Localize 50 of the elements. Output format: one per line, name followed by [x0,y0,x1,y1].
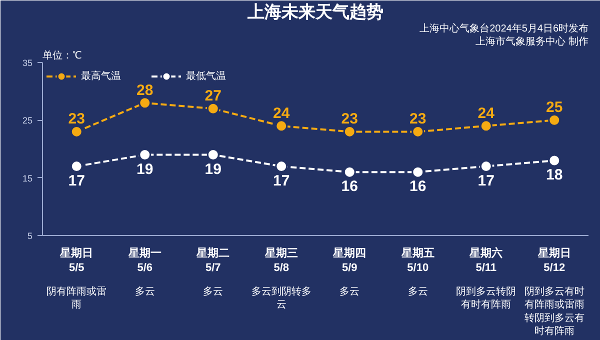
text: 阴有阵雨或雷雨 [46,286,107,311]
y-tick-label: 35 [22,58,33,68]
x-tick-label: 星期四 5/9 [332,246,366,274]
data-label: 23 [68,110,85,128]
data-label: 23 [341,110,358,128]
text: 多云到阴转多云 [251,286,312,311]
point [275,120,288,132]
data-label: 19 [136,160,154,178]
point [548,114,561,126]
legend-label: 最低气温 [186,70,226,83]
data-label: 16 [341,178,358,196]
point [548,154,561,167]
chart-title: 上海未来天气趋势 [246,2,384,22]
text: 阴到多云有时有阵雨或雷雨转阴到多云有时有阵雨 [524,286,584,338]
data-label: 18 [546,166,563,184]
x-tick-label: 星期二 5/7 [196,246,230,274]
data-label: 24 [478,104,496,122]
data-label: 27 [204,88,222,105]
x-tick-label: 星期六 5/11 [468,246,503,274]
data-label: 17 [478,172,494,190]
x-tick-label: 星期日 5/5 [59,246,94,274]
data-label: 23 [410,110,426,128]
text: 多云 [340,286,360,298]
point [206,102,220,115]
legend-label: 最高气温 [81,70,121,83]
y-tick-label: 5 [27,231,33,241]
y-tick-label: 25 [22,116,33,126]
text: 上海市气象服务中心 制作 [476,36,589,48]
data-label: 16 [410,178,426,196]
y-tick-label: 15 [22,173,33,184]
x-tick-label: 星期三 5/8 [264,246,298,274]
x-tick-label: 星期一 5/6 [127,246,162,274]
point [343,166,356,178]
text: 上海中心气象台2024年5月4日6时发布 [420,22,589,34]
point [412,166,424,178]
data-label: 28 [136,82,154,99]
data-label: 19 [204,160,222,178]
text: 多云 [203,286,224,298]
point [480,120,492,132]
x-tick-label: 星期日 5/12 [536,246,571,274]
point [138,96,152,110]
y-axis-title: 单位：℃ [42,50,82,62]
text: 阴到多云转阴有时有阵雨 [456,286,516,311]
text: 多云 [408,286,428,298]
data-label: 25 [546,99,563,116]
data-label: 17 [273,172,290,190]
text: 多云 [134,286,155,298]
data-label: 24 [273,104,290,122]
data-label: 17 [68,172,85,190]
x-tick-label: 星期五 5/10 [400,246,434,274]
